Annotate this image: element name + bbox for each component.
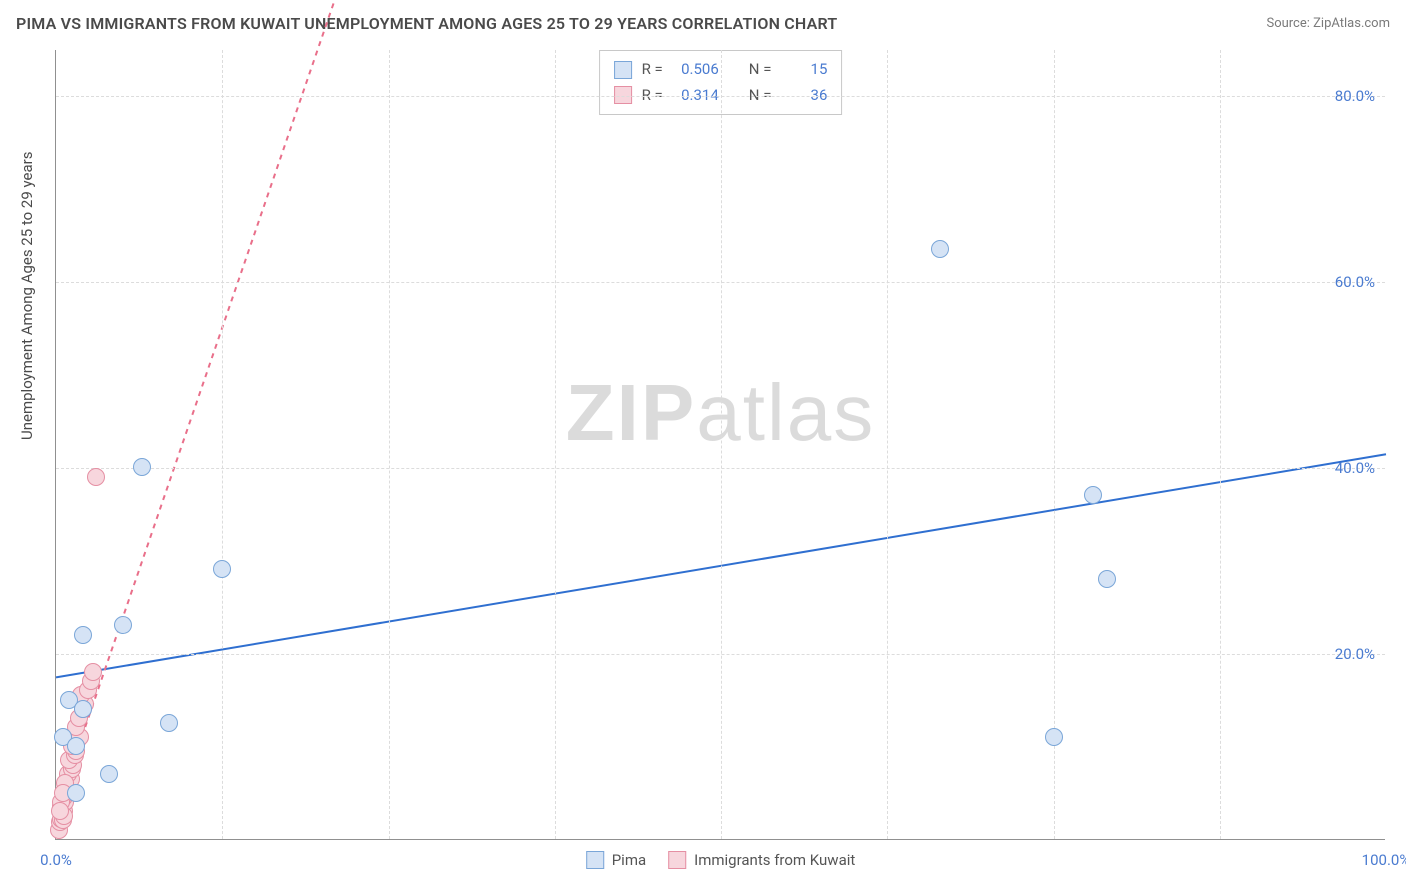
n-value: 15 [781, 57, 827, 83]
gridline-v [721, 50, 722, 839]
data-point [67, 784, 85, 802]
gridline-v [887, 50, 888, 839]
legend-swatch [668, 851, 686, 869]
r-value: 0.314 [673, 83, 719, 109]
y-axis-label: Unemployment Among Ages 25 to 29 years [18, 152, 36, 440]
x-tick-label: 100.0% [1362, 851, 1406, 869]
data-point [74, 700, 92, 718]
legend-item: Pima [586, 851, 646, 869]
source-label: Source: ZipAtlas.com [1266, 16, 1390, 31]
data-point [67, 737, 85, 755]
data-point [160, 714, 178, 732]
series-legend: Pima Immigrants from Kuwait [586, 851, 856, 869]
data-point [51, 802, 69, 820]
legend-swatch [614, 61, 632, 79]
r-label: R = [642, 57, 663, 83]
r-label: R = [642, 83, 663, 109]
plot-area: ZIPatlas R =0.506N =15R =0.314N =36 Pima… [55, 50, 1385, 840]
data-point [74, 626, 92, 644]
y-tick-label: 40.0% [1335, 459, 1375, 477]
data-point [100, 765, 118, 783]
data-point [84, 663, 102, 681]
chart-title: PIMA VS IMMIGRANTS FROM KUWAIT UNEMPLOYM… [16, 14, 837, 33]
legend-swatch [614, 86, 632, 104]
n-label: N = [749, 83, 772, 109]
y-tick-label: 60.0% [1335, 273, 1375, 291]
watermark-rest: atlas [696, 368, 875, 457]
data-point [1045, 728, 1063, 746]
x-tick-label: 0.0% [40, 851, 72, 869]
legend-item: Immigrants from Kuwait [668, 851, 855, 869]
legend-label: Immigrants from Kuwait [694, 851, 855, 869]
legend-swatch [586, 851, 604, 869]
data-point [213, 560, 231, 578]
data-point [1098, 570, 1116, 588]
watermark-bold: ZIP [566, 368, 696, 457]
y-tick-label: 80.0% [1335, 87, 1375, 105]
gridline-v [555, 50, 556, 839]
n-value: 36 [781, 83, 827, 109]
n-label: N = [749, 57, 772, 83]
legend-label: Pima [612, 851, 646, 869]
y-tick-label: 20.0% [1335, 645, 1375, 663]
data-point [87, 468, 105, 486]
data-point [931, 240, 949, 258]
data-point [133, 458, 151, 476]
r-value: 0.506 [673, 57, 719, 83]
data-point [1084, 486, 1102, 504]
gridline-v [222, 50, 223, 839]
gridline-v [389, 50, 390, 839]
gridline-v [1054, 50, 1055, 839]
gridline-v [1220, 50, 1221, 839]
data-point [114, 616, 132, 634]
